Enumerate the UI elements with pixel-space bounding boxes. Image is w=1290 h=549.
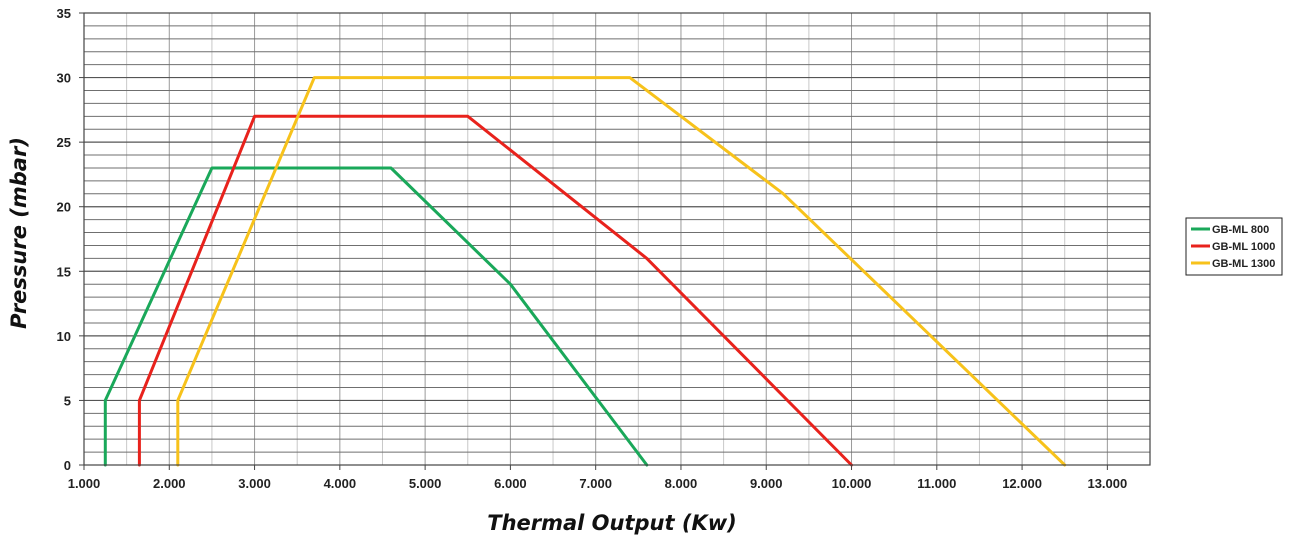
legend-label: GB-ML 1300 bbox=[1212, 258, 1275, 270]
x-tick-label: 11.000 bbox=[917, 476, 956, 491]
y-tick-label: 30 bbox=[57, 71, 71, 86]
y-tick-label: 35 bbox=[57, 6, 71, 21]
x-tick-label: 13.000 bbox=[1087, 476, 1127, 491]
series-line bbox=[176, 76, 1067, 467]
x-tick-label: 9.000 bbox=[750, 476, 783, 491]
y-tick-label: 5 bbox=[64, 393, 71, 408]
y-tick-label: 0 bbox=[64, 458, 71, 473]
x-tick-label: 10.000 bbox=[832, 476, 872, 491]
x-tick-label: 3.000 bbox=[238, 476, 271, 491]
legend: GB-ML 800 GB-ML 1000 GB-ML 1300 bbox=[1185, 217, 1283, 276]
plot-border bbox=[83, 12, 1151, 466]
x-tick-label: 4.000 bbox=[324, 476, 357, 491]
x-tick-label: 6.000 bbox=[494, 476, 527, 491]
x-tick-label: 1.000 bbox=[68, 476, 101, 491]
y-axis-title: Pressure (mbar) bbox=[7, 137, 31, 329]
x-tick-label: 2.000 bbox=[153, 476, 186, 491]
x-tick-label: 5.000 bbox=[409, 476, 442, 491]
y-tick-label: 25 bbox=[57, 135, 71, 150]
legend-label: GB-ML 1000 bbox=[1212, 241, 1275, 253]
y-tick-label: 20 bbox=[57, 200, 71, 215]
axes: 0 5 10 15 20 25 30 35 1.000 2.000 3.000 4.000 5.000 6… bbox=[57, 6, 1151, 491]
x-tick-label: 8.000 bbox=[665, 476, 698, 491]
series-line bbox=[137, 114, 853, 467]
plot-area bbox=[84, 13, 1150, 465]
y-tick-label: 15 bbox=[57, 264, 71, 279]
legend-label: GB-ML 800 bbox=[1212, 224, 1269, 236]
x-tick-label: 7.000 bbox=[579, 476, 612, 491]
series-line bbox=[103, 166, 649, 467]
series-lines bbox=[103, 76, 1067, 467]
y-tick-label: 10 bbox=[57, 329, 71, 344]
x-tick-label: 12.000 bbox=[1002, 476, 1042, 491]
x-axis-title: Thermal Output (Kw) bbox=[487, 511, 736, 535]
grid bbox=[84, 13, 1150, 465]
